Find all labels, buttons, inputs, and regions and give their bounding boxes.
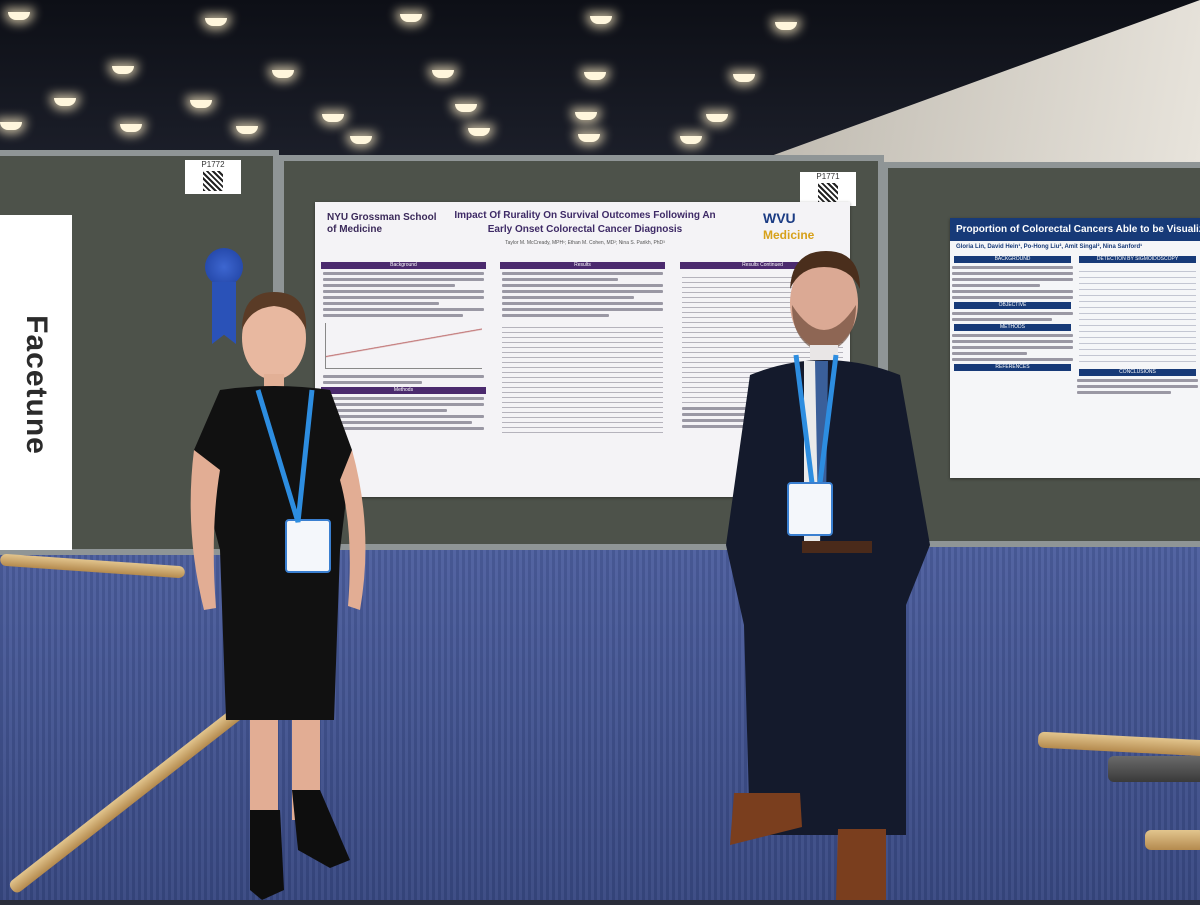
ceiling-light bbox=[775, 22, 797, 30]
ceiling-light bbox=[575, 112, 597, 120]
poster-header: NYU Grossman School of Medicine Impact O… bbox=[315, 202, 850, 257]
ribbon-tail bbox=[212, 282, 236, 344]
wvu-logo: WVU bbox=[763, 210, 796, 226]
poster-column: Results bbox=[500, 262, 665, 490]
ceiling-light bbox=[578, 134, 600, 142]
booth-number-label: P1771 bbox=[816, 172, 840, 181]
section-header: METHODS bbox=[954, 324, 1071, 331]
ceiling-light bbox=[680, 136, 702, 144]
ceiling-light bbox=[8, 12, 30, 20]
ceiling-light bbox=[584, 72, 606, 80]
nyu-logo: NYU Grossman School of Medicine bbox=[327, 212, 437, 235]
section-header: DETECTION BY SIGMOIDOSCOPY bbox=[1079, 256, 1196, 263]
poster-title-line2: Early Onset Colorectal Cancer Diagnosis bbox=[487, 224, 683, 235]
section-header: Background bbox=[321, 262, 486, 269]
ceiling-light bbox=[120, 124, 142, 132]
detection-table bbox=[1079, 266, 1196, 366]
ceiling-light bbox=[236, 126, 258, 134]
ceiling-light bbox=[205, 18, 227, 26]
watermark-text: Facetune bbox=[20, 315, 53, 455]
research-poster-right: Proportion of Colorectal Cancers Able to… bbox=[950, 218, 1200, 478]
qr-code-icon bbox=[203, 171, 223, 191]
ceiling-light bbox=[350, 136, 372, 144]
ceiling-light bbox=[432, 70, 454, 78]
ceiling-light bbox=[54, 98, 76, 106]
section-header: BACKGROUND bbox=[954, 256, 1071, 263]
booth-number-label: P1772 bbox=[201, 160, 225, 169]
ceiling-light bbox=[455, 104, 477, 112]
ceiling-light bbox=[468, 128, 490, 136]
poster-authors: Taylor M. McCready, MPH¹; Ethan M. Cohen… bbox=[505, 240, 665, 246]
section-header: REFERENCES bbox=[954, 364, 1071, 371]
ceiling-light bbox=[400, 14, 422, 22]
poster-column: Background Methods bbox=[321, 262, 486, 490]
poster-right-title: Proportion of Colorectal Cancers Able to… bbox=[950, 218, 1200, 241]
facetune-watermark: Facetune bbox=[0, 215, 72, 550]
qr-code-icon bbox=[818, 183, 838, 203]
wvu-logo-sub: Medicine bbox=[763, 228, 815, 242]
results-table bbox=[502, 323, 663, 433]
ceiling-light bbox=[733, 74, 755, 82]
ceiling-light bbox=[272, 70, 294, 78]
section-header: Results Continued bbox=[680, 262, 845, 269]
poster-title-line1: Impact Of Rurality On Survival Outcomes … bbox=[454, 210, 716, 221]
poster-tube bbox=[1145, 830, 1200, 850]
person-woman bbox=[180, 290, 380, 900]
poster-tube-dark bbox=[1108, 756, 1200, 782]
person-man bbox=[720, 245, 940, 900]
award-ribbon-icon bbox=[205, 248, 243, 286]
booth-number-tag: P1772 bbox=[185, 160, 241, 194]
section-header: OBJECTIVE bbox=[954, 302, 1071, 309]
ceiling-light bbox=[190, 100, 212, 108]
ceiling-light bbox=[706, 114, 728, 122]
booth-number-tag: P1771 bbox=[800, 172, 856, 206]
section-header: Methods bbox=[321, 387, 486, 394]
section-header: Results bbox=[500, 262, 665, 269]
ceiling-light bbox=[0, 122, 22, 130]
ceiling-light bbox=[590, 16, 612, 24]
carpet-floor bbox=[0, 545, 1200, 900]
ceiling-light bbox=[112, 66, 134, 74]
ceiling-light bbox=[322, 114, 344, 122]
poster-right-authors: Gloria Lin, David Hein¹, Po-Hong Liu², A… bbox=[956, 244, 1143, 250]
section-header: CONCLUSIONS bbox=[1079, 369, 1196, 376]
trend-graph bbox=[325, 323, 482, 369]
